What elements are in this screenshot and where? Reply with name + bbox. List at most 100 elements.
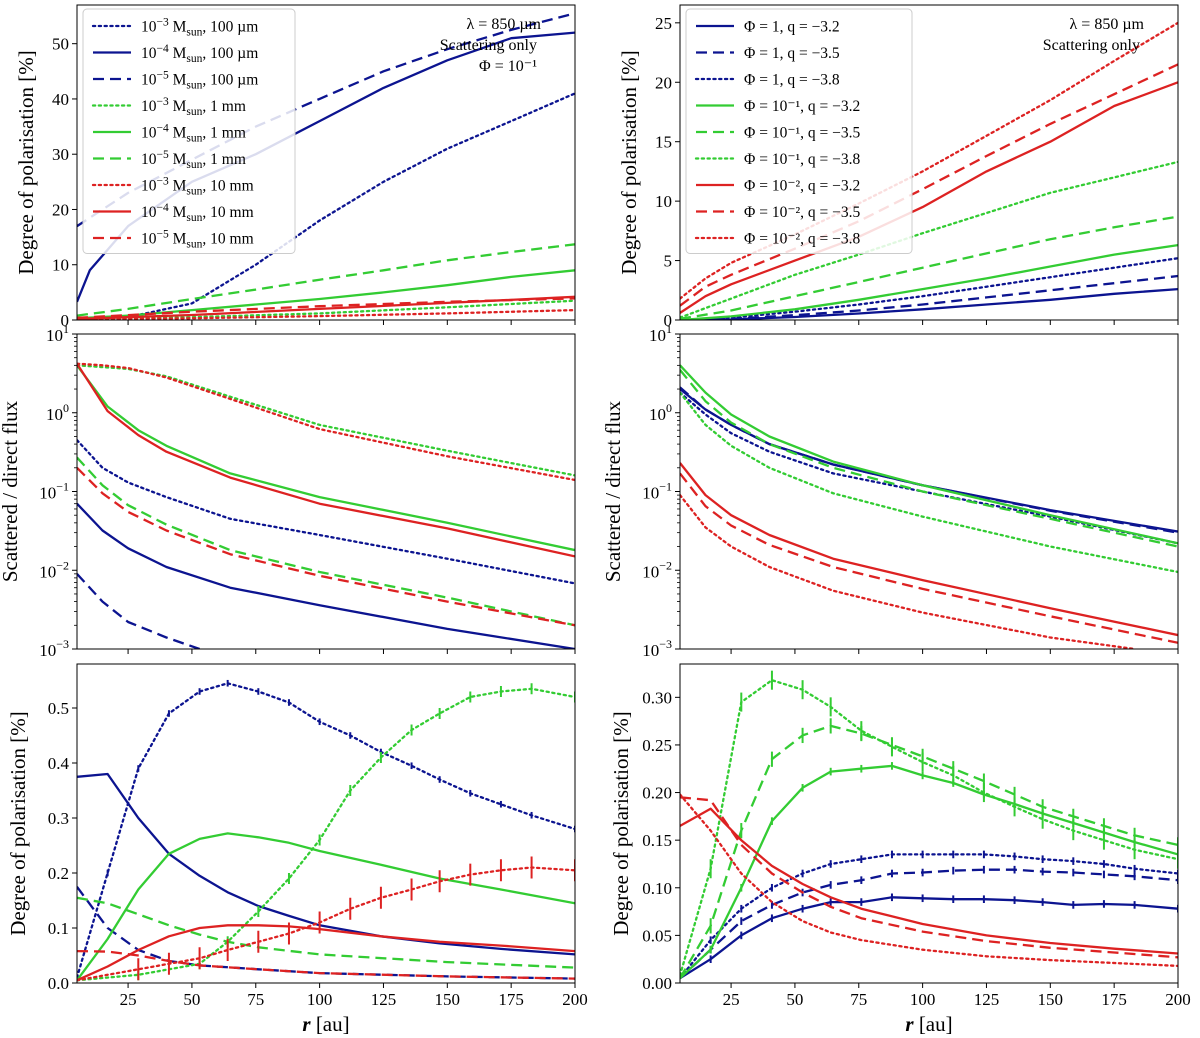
legend-label-tl7: 10−3​ Msun​, 10 mm: [141, 176, 254, 198]
legend-label-tl5: 10−4​ Msun​, 1 mm: [141, 123, 246, 145]
legend-label-tl4-text: M: [169, 98, 187, 115]
y-tick-label: 0.00: [642, 974, 672, 993]
series-line-br5: [680, 724, 1178, 979]
y-tick-label: 20: [52, 200, 69, 219]
y-tick-exponent: −1: [56, 480, 69, 494]
series-line-tr2: [680, 274, 1178, 320]
legend-box: [685, 8, 913, 254]
legend-label-tl4-sub: sun: [186, 106, 202, 118]
legend-label-tl3-sup: −5: [157, 70, 169, 82]
legend-label-tl6: 10−5​ Msun​, 1 mm: [141, 149, 246, 171]
y-tick-label: 0.4: [48, 754, 70, 773]
legend-label-tl9-text: 10: [141, 231, 157, 248]
legend-label-tr2: Φ = 1, q = −3.5: [744, 45, 840, 62]
x-tick-label: 200: [1165, 990, 1191, 1009]
y-tick-label: 0.0: [48, 974, 69, 993]
x-axis-label-unit: [au]: [311, 1012, 350, 1036]
y-tick-exponent: −1: [659, 480, 672, 494]
y-tick-base: 10: [46, 326, 63, 345]
axes-frame: [679, 333, 1179, 650]
legend-label-tl4-text: 10: [141, 98, 157, 115]
series-line-bl7: [77, 866, 575, 982]
legend-label-tl6-text: M: [169, 151, 187, 168]
legend-label-tl1-text: 10: [141, 19, 157, 36]
series-group: [680, 670, 1178, 980]
series-line-tr4: [680, 243, 1178, 320]
y-tick-label: 10: [52, 256, 69, 275]
legend-label-tl8-text: 10: [141, 204, 157, 221]
series-line-ml8: [77, 363, 575, 558]
x-tick-label: 25: [120, 990, 137, 1009]
panel-tr: 0 5 10 15 20 25 Degree of polarisation [%] λ = …: [617, 4, 1179, 330]
series-group: [77, 362, 575, 649]
legend-label-tl6-text: 10: [141, 151, 157, 168]
legend-label-tr1-text: Φ = 1, q = −3.2: [744, 19, 840, 36]
y-tick-base: 10: [642, 484, 659, 503]
annotation-line: Φ = 10⁻¹: [479, 58, 537, 75]
series-line-br8: [680, 796, 1178, 959]
legend-label-tl8-text: , 10 mm: [202, 204, 253, 221]
y-tick-label: 50: [52, 35, 69, 54]
series-line-br7: [680, 807, 1178, 955]
y-tick-label: 0: [61, 311, 70, 330]
series-line-mr4: [680, 364, 1178, 545]
y-tick-exponent: −2: [659, 558, 672, 572]
x-tick-label: 125: [974, 990, 1000, 1009]
series-line-mr3: [680, 391, 1178, 545]
legend-label-tl4-text: , 1 mm: [202, 98, 246, 115]
x-tick-label: 200: [562, 990, 588, 1009]
y-tick-base: 10: [649, 326, 666, 345]
legend-label-tr8-text: Φ = 10⁻², q = −3.5: [744, 204, 861, 221]
y-tick-label: 30: [52, 145, 69, 164]
series-group: [680, 364, 1178, 649]
legend-label-tr5-text: Φ = 10⁻¹, q = −3.5: [744, 125, 861, 142]
y-axis-label: Degree of polarisation [%]: [14, 50, 38, 275]
legend-label-tl6-sup: −5: [157, 149, 169, 161]
y-tick-label: 10−3: [642, 637, 672, 660]
series-group: [680, 21, 1178, 320]
series-line-mr8: [680, 472, 1178, 644]
x-tick-label: 175: [1101, 990, 1127, 1009]
y-tick-label: 100: [649, 401, 672, 424]
y-tick-label: 0.3: [48, 809, 69, 828]
legend-label-tl7-sub: sun: [186, 186, 202, 198]
series-line-tr3: [680, 257, 1178, 320]
y-tick-label: 0.05: [642, 926, 672, 945]
legend-label-tl9-sup: −5: [157, 229, 169, 241]
legend-label-tl7-sup: −3: [157, 176, 169, 188]
axes-frame: [679, 4, 1179, 321]
y-tick-label: 10−1: [642, 480, 672, 503]
legend-label-tl9-text: M: [169, 231, 187, 248]
legend-label-tl8-text: M: [169, 204, 187, 221]
legend-label-tr4-text: Φ = 10⁻¹, q = −3.2: [744, 98, 860, 115]
y-tick-base: 10: [39, 562, 56, 581]
y-tick-base: 10: [642, 641, 659, 660]
x-axis-label-unit: [au]: [914, 1012, 953, 1036]
y-tick-exponent: 0: [666, 401, 672, 415]
legend-label-tl5-sub: sun: [186, 133, 202, 145]
series-group: [77, 679, 575, 982]
y-axis-label: Degree of polarisation [%]: [617, 50, 641, 275]
series-line-tr5: [680, 215, 1178, 320]
legend-label-tl5-text: 10: [141, 125, 157, 142]
x-tick-label: 150: [1038, 990, 1064, 1009]
legend-label-tl1-sup: −3: [157, 17, 169, 29]
series-line-tl9: [77, 297, 575, 319]
series-line-tl1: [77, 92, 575, 320]
legend-label-tr3: Φ = 1, q = −3.8: [744, 72, 840, 89]
y-tick-label: 25: [655, 14, 672, 33]
y-tick-label: 40: [52, 90, 69, 109]
legend-label-tl1: 10−3​ Msun​, 100 µm: [141, 17, 258, 39]
y-tick-label: 0.5: [48, 699, 69, 718]
legend-label-tr9-text: Φ = 10⁻², q = −3.8: [744, 231, 861, 248]
y-tick-base: 10: [39, 484, 56, 503]
x-tick-label: 75: [247, 990, 264, 1009]
y-tick-exponent: −2: [56, 558, 69, 572]
legend-label-tl1-text: , 100 µm: [202, 19, 258, 36]
y-tick-label: 0.10: [642, 879, 672, 898]
axes-frame: [76, 663, 576, 984]
